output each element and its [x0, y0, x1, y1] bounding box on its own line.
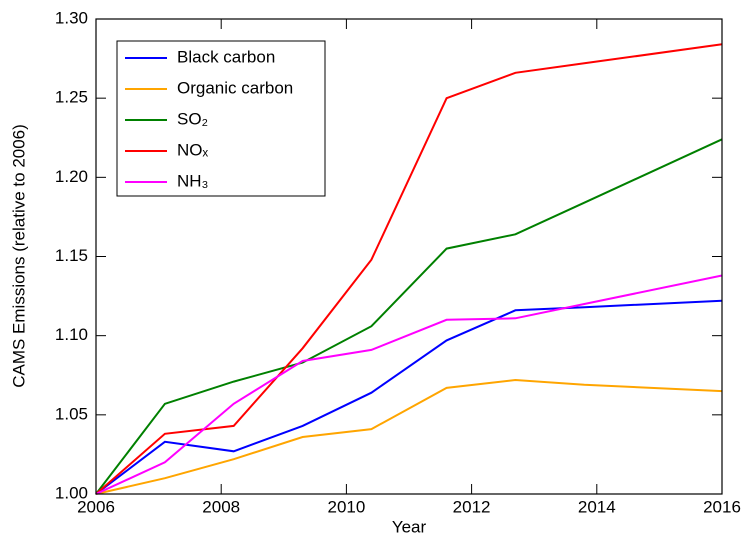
x-tick-label: 2014 — [578, 497, 616, 516]
series-line — [95, 274, 723, 495]
legend-box — [116, 40, 326, 197]
x-tick-label: 2010 — [327, 497, 365, 516]
legend-label: NOₓ — [177, 140, 209, 159]
x-tick-label: 2006 — [77, 497, 115, 516]
x-tick-label: 2008 — [202, 497, 240, 516]
x-tick-label: 2012 — [453, 497, 491, 516]
legend-label: Organic carbon — [177, 78, 293, 97]
series-line — [95, 378, 723, 495]
y-tick-label: 1.20 — [55, 167, 88, 186]
x-tick-label: 2016 — [703, 497, 741, 516]
y-tick-label: 1.05 — [55, 404, 88, 423]
y-tick-label: 1.10 — [55, 325, 88, 344]
plot-frame — [95, 18, 723, 495]
legend-label: SO₂ — [177, 109, 208, 128]
x-axis-label: Year — [392, 517, 427, 536]
legend-label: Black carbon — [177, 47, 275, 66]
y-tick-label: 1.00 — [55, 483, 88, 502]
y-axis-label: CAMS Emissions (relative to 2006) — [9, 124, 28, 388]
series-line — [95, 43, 723, 495]
legend-label: NH₃ — [177, 171, 208, 190]
series-line — [95, 299, 723, 495]
y-tick-label: 1.15 — [55, 246, 88, 265]
series-line — [95, 138, 723, 495]
y-tick-label: 1.30 — [55, 8, 88, 27]
y-tick-label: 1.25 — [55, 88, 88, 107]
